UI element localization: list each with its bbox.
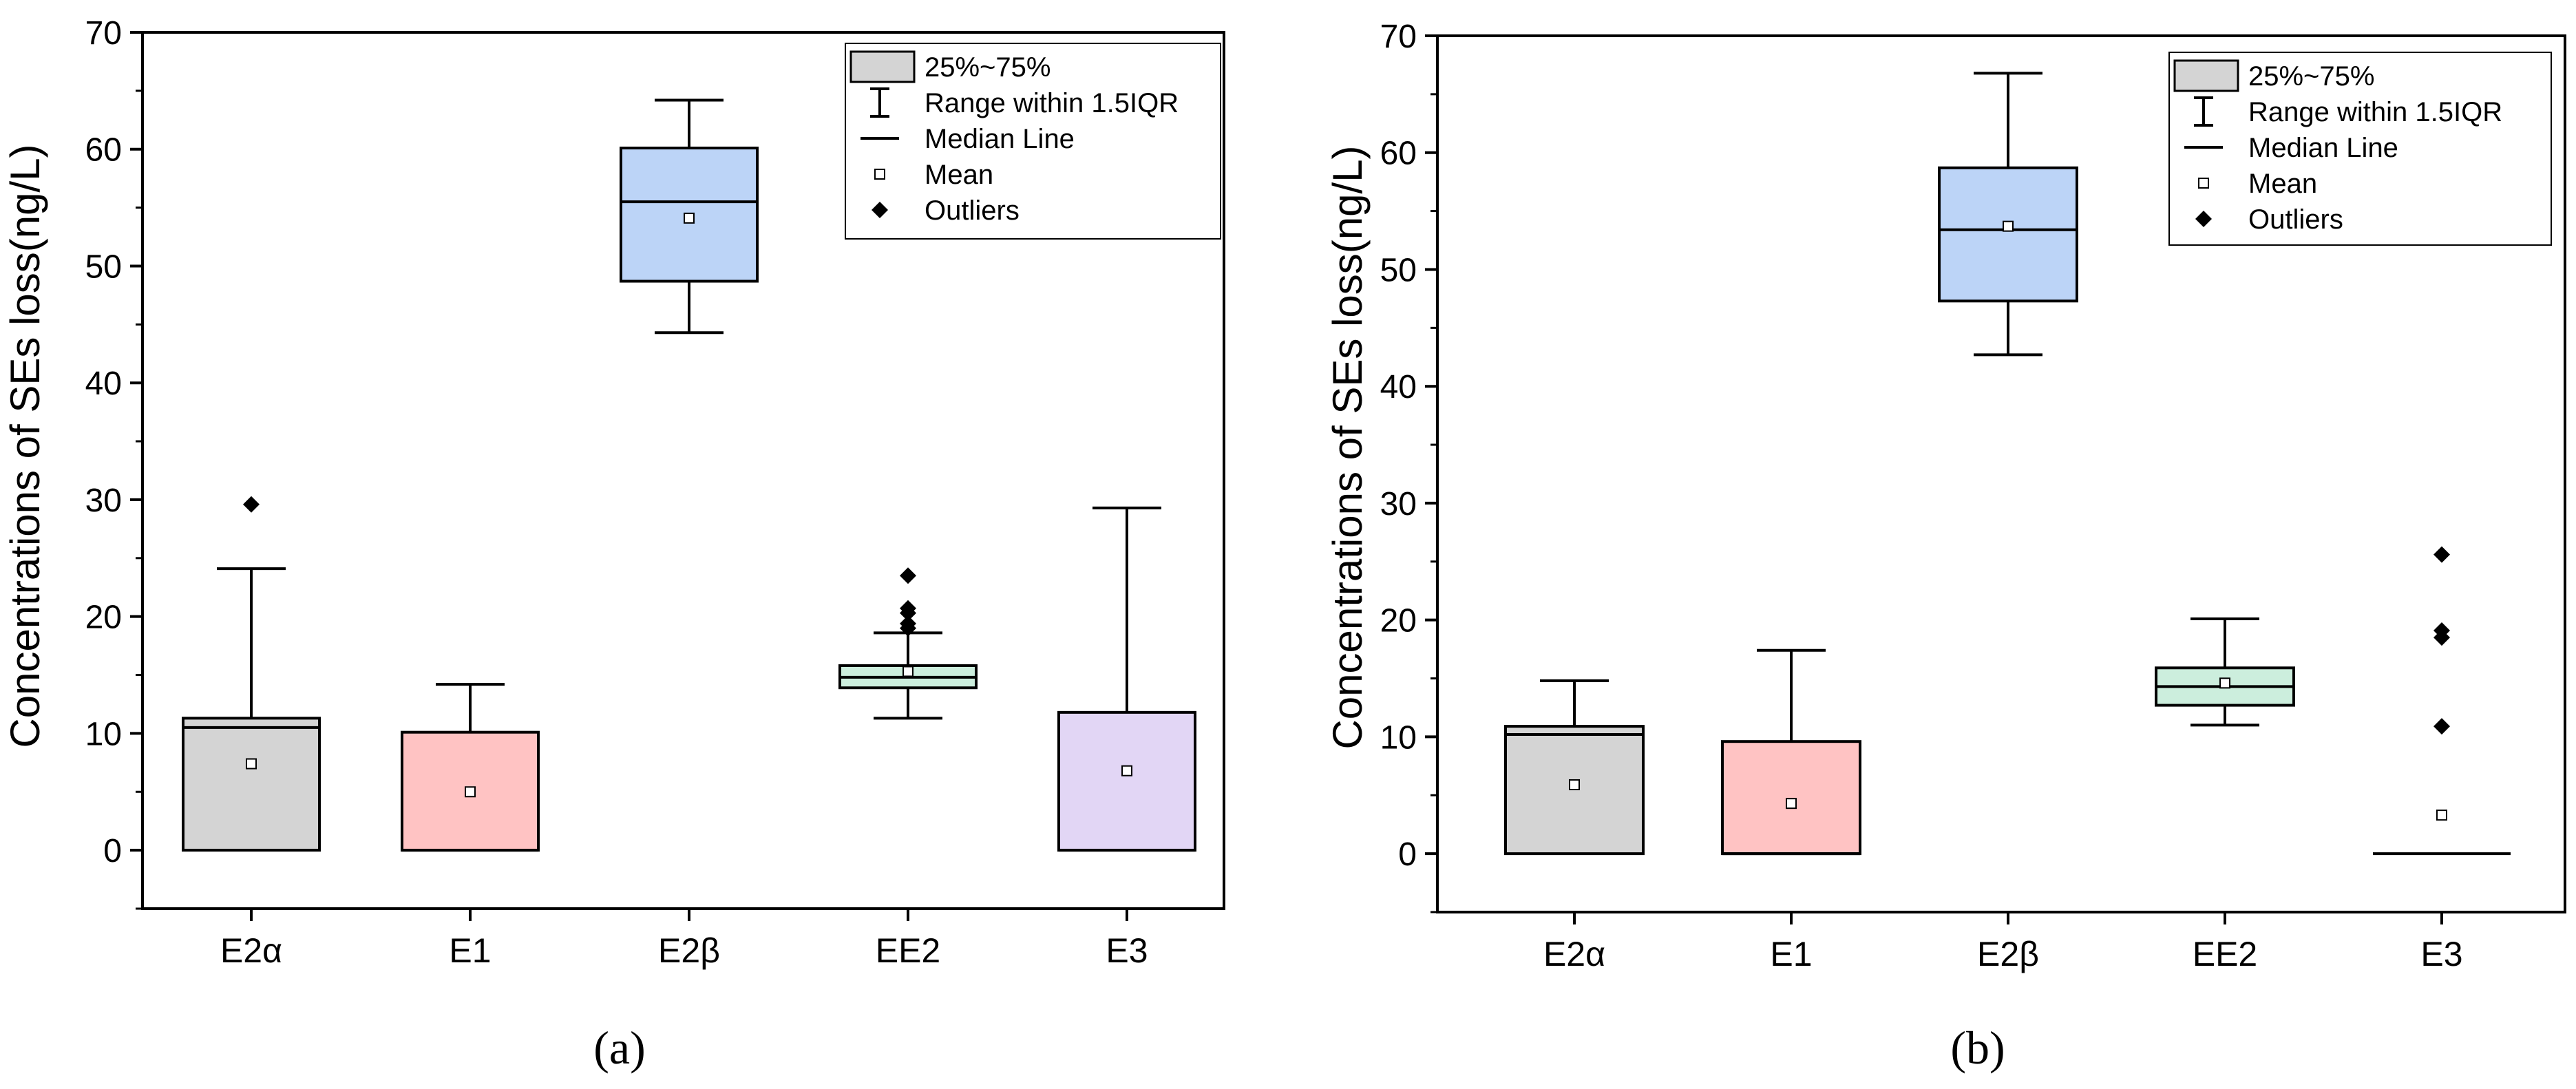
mean-marker bbox=[1569, 779, 1580, 790]
y-axis-label: Concentrations of SEs loss(ng/L) bbox=[2, 144, 48, 748]
plot-frame bbox=[1436, 34, 2566, 913]
mean-marker bbox=[2436, 810, 2447, 821]
legend-mean-swatch bbox=[874, 169, 885, 180]
y-axis-label: Concentrations of SEs loss(ng/L) bbox=[1324, 145, 1371, 749]
y-tick-label: 70 bbox=[1380, 19, 1417, 55]
box-iqr bbox=[1721, 740, 1861, 856]
y-tick-label: 40 bbox=[1380, 369, 1417, 405]
box-E2α bbox=[182, 496, 321, 852]
mean-marker bbox=[902, 666, 914, 677]
plot-frame bbox=[141, 31, 1225, 910]
chart-panel-a: 0 10 20 30 40 50 60 70 E2α E1 E2β EE2 E3 Concentratio… bbox=[2, 15, 1225, 1074]
x-tick-label: EE2 bbox=[876, 931, 941, 970]
outlier-point bbox=[900, 567, 916, 584]
x-tick-label: E2α bbox=[1543, 935, 1605, 973]
outlier-point bbox=[900, 615, 916, 632]
box-EE2 bbox=[2155, 617, 2295, 727]
legend-range-label: Range within 1.5IQR bbox=[2248, 97, 2502, 127]
legend-box-label: 25%~75% bbox=[925, 52, 1051, 83]
mean-marker bbox=[465, 786, 476, 798]
legend-mean-swatch bbox=[2198, 178, 2209, 189]
box-E3 bbox=[1057, 506, 1196, 852]
outlier-point bbox=[900, 600, 916, 617]
x-tick-label: E3 bbox=[2420, 935, 2462, 973]
y-tick-label: 40 bbox=[85, 366, 122, 402]
outlier-point bbox=[243, 496, 260, 513]
mean-marker bbox=[1121, 765, 1132, 776]
mean-marker bbox=[246, 758, 257, 770]
x-tick-label: E3 bbox=[1106, 931, 1148, 970]
y-tick-label: 30 bbox=[85, 483, 122, 519]
y-tick-label: 70 bbox=[85, 15, 122, 52]
y-tick-label: 0 bbox=[103, 833, 122, 869]
x-tick-label: EE2 bbox=[2193, 935, 2258, 973]
x-tick-label: E2β bbox=[1977, 935, 2039, 973]
x-tick-label: E2α bbox=[220, 931, 282, 970]
box-E2β bbox=[1938, 72, 2078, 357]
y-tick-label: 10 bbox=[85, 716, 122, 752]
legend-box-swatch bbox=[849, 50, 916, 83]
mean-marker bbox=[2219, 677, 2230, 689]
box-EE2 bbox=[838, 567, 978, 720]
legend-mean-label: Mean bbox=[925, 160, 993, 190]
box-iqr bbox=[1057, 710, 1196, 852]
box-E3 bbox=[2373, 546, 2511, 856]
legend-median-label: Median Line bbox=[2248, 133, 2398, 163]
outlier-point bbox=[2434, 718, 2450, 735]
chart-panel-b: 0 10 20 30 40 50 60 70 E2α E1 E2β EE2 E3 Concentratio… bbox=[1324, 19, 2566, 1074]
legend-mean-label: Mean bbox=[2248, 169, 2317, 199]
mean-marker bbox=[1786, 798, 1797, 810]
legend: 25%~75% Range within 1.5IQR Median Line Mea… bbox=[2168, 52, 2552, 246]
legend-box-label: 25%~75% bbox=[2248, 61, 2374, 92]
legend-median-label: Median Line bbox=[925, 124, 1075, 154]
mean-marker bbox=[2003, 220, 2014, 232]
y-tick-label: 30 bbox=[1380, 486, 1417, 522]
y-tick-label: 20 bbox=[1380, 603, 1417, 639]
legend-outliers-label: Outliers bbox=[925, 195, 1020, 226]
box-iqr bbox=[182, 717, 321, 852]
panel-label: (a) bbox=[593, 1022, 645, 1074]
legend-box-swatch bbox=[2173, 59, 2239, 92]
y-tick-label: 50 bbox=[85, 249, 122, 285]
box-E2β bbox=[620, 98, 759, 335]
y-tick-label: 10 bbox=[1380, 719, 1417, 756]
y-tick-label: 60 bbox=[1380, 136, 1417, 172]
outlier-point bbox=[2434, 546, 2450, 563]
legend-outliers-label: Outliers bbox=[2248, 204, 2343, 235]
x-tick-label: E1 bbox=[449, 931, 491, 970]
box-E1 bbox=[1721, 648, 1861, 856]
y-tick-label: 20 bbox=[85, 600, 122, 636]
panel-label: (b) bbox=[1950, 1022, 2005, 1074]
legend-outlier-swatch bbox=[2195, 211, 2212, 227]
mean-marker bbox=[684, 212, 695, 224]
box-iqr bbox=[1938, 166, 2078, 303]
outlier-point bbox=[2434, 622, 2450, 639]
y-tick-label: 50 bbox=[1380, 252, 1417, 288]
legend: 25%~75% Range within 1.5IQR Median Line Mea… bbox=[845, 43, 1221, 240]
legend-outlier-swatch bbox=[872, 202, 888, 218]
box-E2α bbox=[1504, 679, 1645, 856]
box-E1 bbox=[401, 683, 540, 852]
legend-range-label: Range within 1.5IQR bbox=[925, 88, 1179, 118]
y-tick-label: 0 bbox=[1398, 836, 1417, 873]
y-tick-label: 60 bbox=[85, 132, 122, 169]
x-tick-label: E2β bbox=[658, 931, 720, 970]
x-tick-label: E1 bbox=[1770, 935, 1812, 973]
